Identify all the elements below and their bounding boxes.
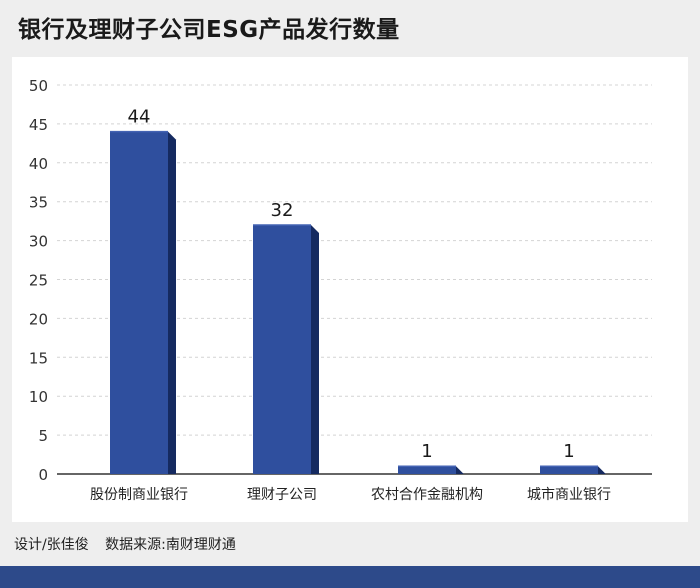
y-tick-labels: 0 5 10 15 20 25 30 35 40 45 50 bbox=[29, 77, 48, 484]
y-tick-label: 30 bbox=[29, 233, 48, 251]
bar-side bbox=[598, 466, 606, 475]
y-tick-label: 0 bbox=[38, 466, 48, 484]
y-tick-label: 5 bbox=[38, 427, 48, 445]
bar-front bbox=[253, 225, 311, 474]
data-label: 32 bbox=[271, 200, 294, 221]
y-tick-label: 40 bbox=[29, 155, 48, 173]
y-tick-label: 35 bbox=[29, 194, 48, 212]
y-tick-label: 20 bbox=[29, 310, 48, 328]
bar-side bbox=[456, 466, 464, 475]
y-tick-label: 15 bbox=[29, 349, 48, 367]
chart-panel: 0 5 10 15 20 25 30 35 40 45 50 股份制商业银行 理财子公司 农村合作金融机… bbox=[12, 57, 688, 522]
data-label: 44 bbox=[128, 107, 151, 128]
bar-side bbox=[168, 131, 176, 474]
bar-side bbox=[311, 225, 319, 474]
bar-chart: 0 5 10 15 20 25 30 35 40 45 50 股份制商业银行 理财子公司 农村合作金融机… bbox=[29, 77, 652, 503]
x-tick-label: 城市商业银行 bbox=[527, 486, 611, 503]
data-source: 数据来源:南财理财通 bbox=[105, 537, 236, 553]
x-tick-label: 农村合作金融机构 bbox=[371, 487, 483, 503]
x-tick-label: 理财子公司 bbox=[247, 487, 317, 503]
y-tick-label: 50 bbox=[29, 77, 48, 95]
data-label: 1 bbox=[563, 441, 574, 462]
y-tick-label: 25 bbox=[29, 272, 48, 290]
bar-front bbox=[540, 466, 598, 474]
x-tick-label: 股份制商业银行 bbox=[90, 487, 188, 503]
bar bbox=[540, 465, 606, 475]
bar-front bbox=[398, 466, 456, 474]
bar bbox=[110, 130, 176, 474]
bar-front bbox=[110, 131, 168, 474]
bottom-band bbox=[0, 566, 700, 588]
bar bbox=[398, 465, 464, 475]
y-tick-label: 10 bbox=[29, 388, 48, 406]
designer-credit: 设计/张佳俊 bbox=[14, 537, 89, 553]
footer-credit: 设计/张佳俊 数据来源:南财理财通 bbox=[14, 534, 248, 554]
chart-title: 银行及理财子公司ESG产品发行数量 bbox=[18, 17, 400, 43]
bar bbox=[253, 224, 319, 474]
bars bbox=[110, 130, 606, 475]
data-label: 1 bbox=[421, 441, 432, 462]
x-tick-labels: 股份制商业银行 理财子公司 农村合作金融机构 城市商业银行 bbox=[90, 486, 611, 503]
data-labels: 44 32 1 1 bbox=[128, 107, 575, 463]
y-tick-label: 45 bbox=[29, 116, 48, 134]
